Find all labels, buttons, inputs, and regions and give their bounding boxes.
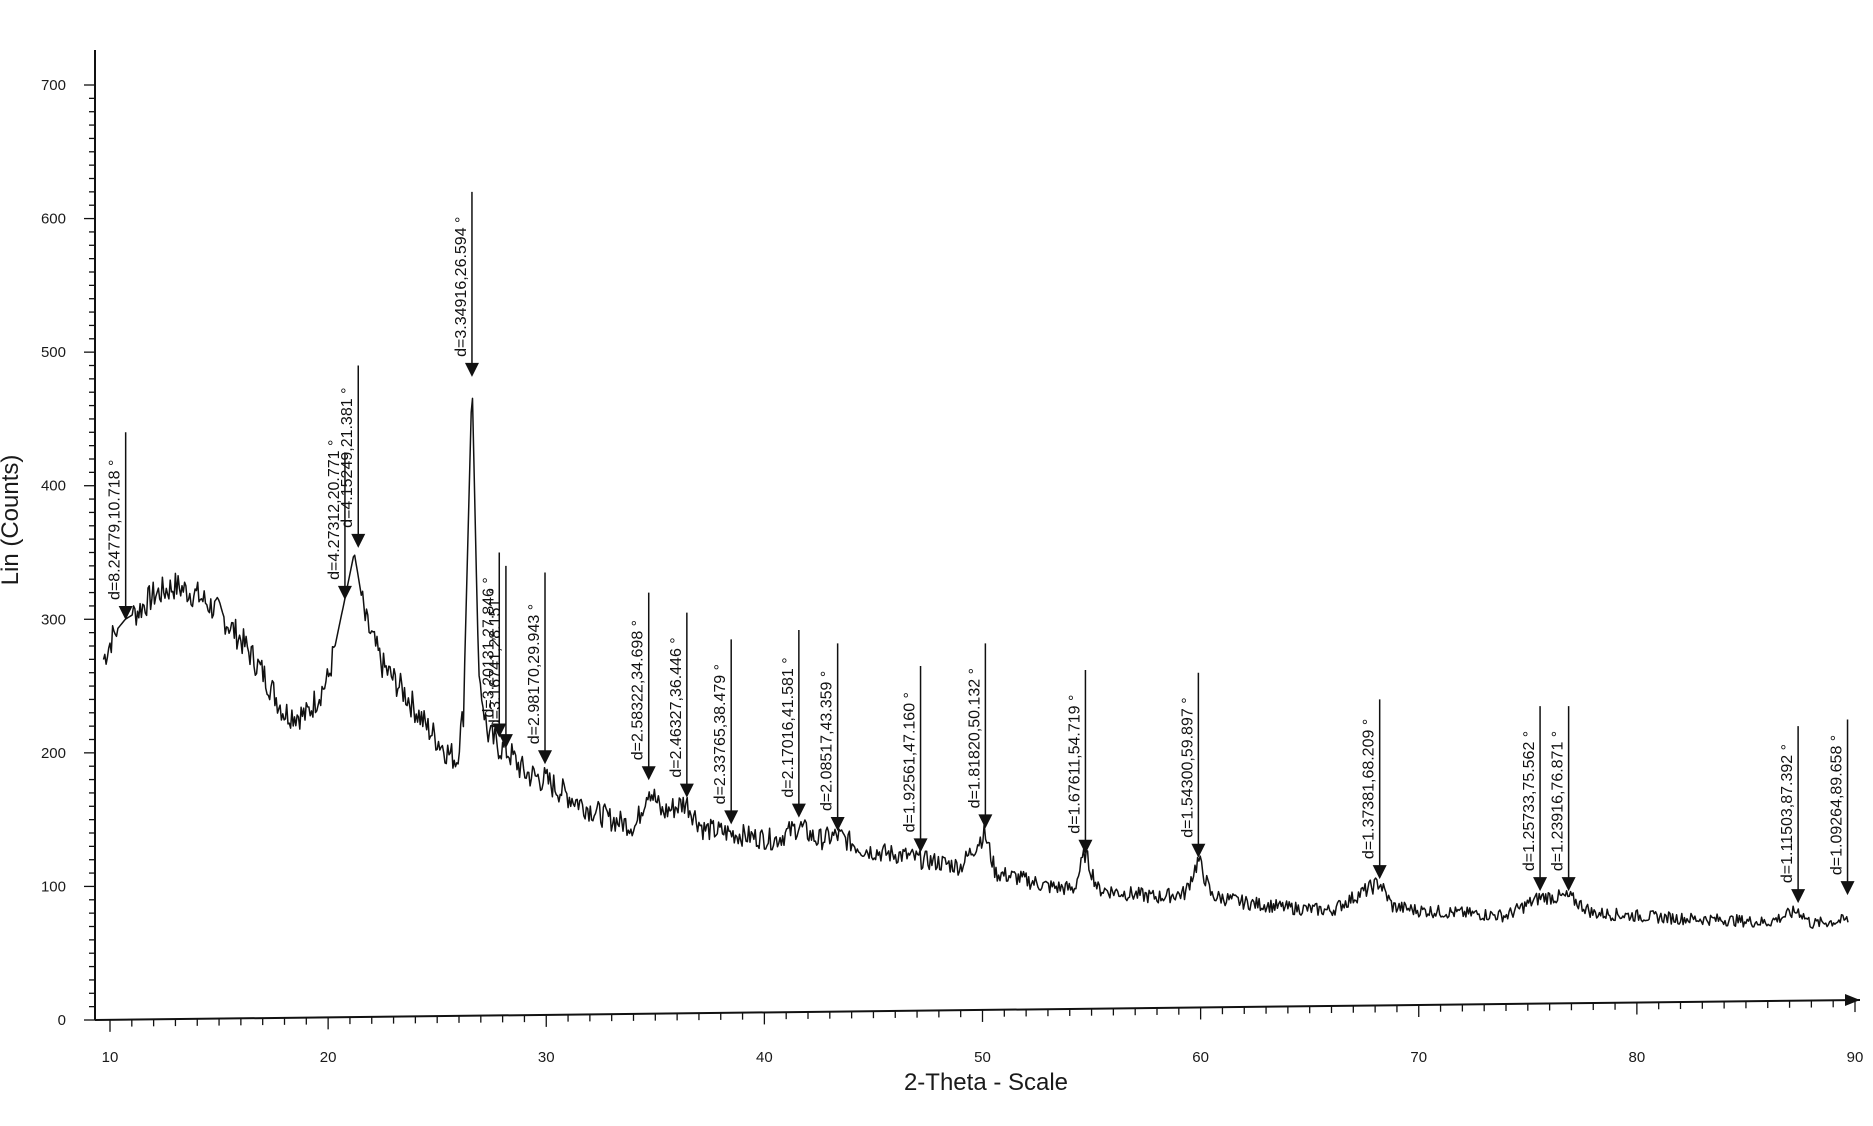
x-tick-label: 70 <box>1410 1049 1427 1066</box>
peak-marker: d=4.27312,20.771 ° <box>326 440 352 600</box>
x-tick-label: 30 <box>538 1049 555 1066</box>
peak-marker: d=1.25733,75.562 ° <box>1521 706 1548 892</box>
peak-marker: d=2.08517,43.359 ° <box>819 643 845 831</box>
peak-triangle <box>679 783 694 798</box>
peak-marker: d=1.37381,68.209 ° <box>1361 699 1387 880</box>
x-axis-arrow <box>1845 994 1860 1006</box>
peak-label: d=2.17016,41.581 ° <box>780 657 797 797</box>
axes <box>94 50 1861 1021</box>
peak-marker: d=2.17016,41.581 ° <box>780 629 806 818</box>
peak-triangle <box>1791 889 1806 904</box>
peak-triangle <box>464 362 479 377</box>
peak-triangle <box>538 750 553 765</box>
peak-triangle <box>1191 843 1206 858</box>
peak-marker: d=1.23916,76.871 ° <box>1550 706 1576 892</box>
peak-label: d=1.67611,54.719 ° <box>1066 695 1083 834</box>
y-tick-label: 200 <box>41 745 66 762</box>
peak-label: d=1.11503,87.392 ° <box>1779 744 1796 883</box>
peak-label: d=1.54300,59.897 ° <box>1179 697 1196 837</box>
y-tick-label: 100 <box>41 878 66 895</box>
peak-annotations: d=8.24779,10.718 ° d=4.27312,20.771 °d=4.… <box>107 191 1855 904</box>
peak-label: d=3.16741,28.151 ° <box>487 588 504 728</box>
peak-marker: d=3.16741,28.151 ° <box>487 565 513 749</box>
peak-triangle <box>830 817 845 831</box>
peak-marker: d=1.11503,87.392 ° <box>1779 726 1806 904</box>
peak-label: d=4.27312,20.771 ° <box>326 440 343 580</box>
peak-marker: d=3.34916,26.594 ° <box>453 191 479 377</box>
peak-triangle <box>724 810 739 825</box>
y-tick-label: 500 <box>41 344 66 361</box>
peak-label: d=4.15249,21.381 ° <box>339 388 356 528</box>
peak-label: d=2.46327,36.446 ° <box>668 637 685 777</box>
peak-triangle <box>1561 877 1576 892</box>
peak-marker: d=2.98170,29.943 ° <box>526 572 553 765</box>
x-tick-label: 40 <box>756 1049 773 1066</box>
y-axis-title: Lin (Counts) <box>0 455 24 586</box>
peak-triangle <box>641 766 656 781</box>
x-axis-title: 2-Theta - Scale <box>904 1069 1068 1096</box>
x-tick-label: 90 <box>1847 1049 1864 1066</box>
peak-label: d=3.20131,27.846 ° <box>480 577 497 717</box>
peak-label: d=2.98170,29.943 ° <box>526 604 543 744</box>
peak-marker: d=4.15249,21.381 ° <box>339 365 366 548</box>
y-tick-label: 600 <box>41 211 66 228</box>
diffraction-series-line <box>102 397 1849 929</box>
peak-triangle <box>337 585 352 600</box>
peak-triangle <box>1840 881 1855 896</box>
peak-label: d=1.92561,47.160 ° <box>902 692 919 832</box>
peak-triangle <box>791 803 806 818</box>
series-layer <box>102 397 1849 929</box>
x-tick-label: 80 <box>1629 1049 1646 1066</box>
peak-marker: d=2.46327,36.446 ° <box>668 612 694 798</box>
peak-label: d=2.33765,38.479 ° <box>712 664 729 804</box>
peak-triangle <box>913 838 928 853</box>
x-tick-label: 50 <box>974 1049 991 1066</box>
peak-label: d=2.08517,43.359 ° <box>819 671 836 811</box>
peak-triangle <box>1372 865 1387 880</box>
peak-marker: d=1.92561,47.160 ° <box>902 666 928 853</box>
peak-triangle <box>1078 839 1093 854</box>
peak-marker: d=1.54300,59.897 ° <box>1179 672 1206 858</box>
peak-label: d=8.24779,10.718 ° <box>107 460 124 600</box>
y-tick-label: 700 <box>41 77 66 94</box>
peak-marker: d=2.33765,38.479 ° <box>712 639 739 825</box>
x-tick-label: 60 <box>1192 1049 1209 1066</box>
peak-label: d=1.23916,76.871 ° <box>1550 731 1567 871</box>
peak-marker: d=1.81820,50.132 ° <box>966 643 993 829</box>
peak-marker: d=3.20131,27.846 ° <box>480 552 507 738</box>
peak-marker: d=8.24779,10.718 ° <box>107 432 133 620</box>
y-tick-label: 300 <box>41 611 66 628</box>
x-axis-line <box>94 999 1861 1021</box>
peak-triangle <box>118 605 133 620</box>
peak-label: d=2.58322,34.698 ° <box>630 620 647 760</box>
peak-marker: d=2.58322,34.698 ° <box>630 592 656 781</box>
x-tick-label: 20 <box>320 1049 337 1066</box>
peak-marker: d=1.09264,89.658 ° <box>1829 719 1855 896</box>
peak-marker: d=1.67611,54.719 ° <box>1066 670 1093 854</box>
peak-label: d=1.81820,50.132 ° <box>966 668 983 808</box>
peak-triangle <box>1533 877 1548 892</box>
peak-label: d=1.09264,89.658 ° <box>1829 735 1846 875</box>
peak-triangle <box>351 533 366 548</box>
y-tick-label: 0 <box>58 1012 66 1029</box>
ticks: 0 100 200 300 400 500 600 700 10 20 30 40 50 60 70 80 90 <box>41 77 1863 1066</box>
peak-label: d=1.37381,68.209 ° <box>1361 719 1378 859</box>
peak-triangle <box>492 723 507 738</box>
peak-triangle <box>498 734 513 749</box>
peak-label: d=1.25733,75.562 ° <box>1521 731 1538 871</box>
y-tick-label: 400 <box>41 478 66 495</box>
peak-label: d=3.34916,26.594 ° <box>453 217 470 357</box>
x-tick-label: 10 <box>102 1049 119 1066</box>
peak-triangle <box>978 814 993 829</box>
